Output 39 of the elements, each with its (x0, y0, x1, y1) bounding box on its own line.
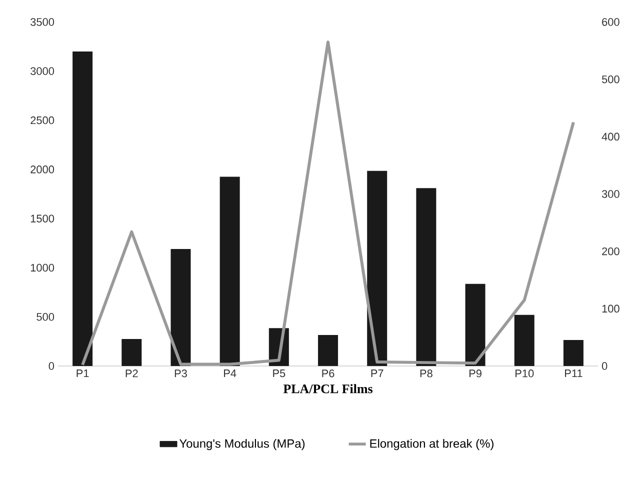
x-axis-title: PLA/PCL Films (283, 384, 372, 394)
y-tick-label: 500 (36, 312, 54, 321)
x-tick-label: P7 (371, 370, 384, 378)
y-tick-label: 1000 (30, 264, 54, 272)
bar (514, 314, 534, 366)
bar (416, 188, 436, 366)
y2-tick-label: 300 (602, 190, 620, 198)
legend-label: Elongation at break (%) (370, 438, 494, 450)
x-tick-label: P6 (322, 370, 334, 378)
y2-tick-label: 0 (602, 362, 608, 370)
y2-tick-label: 400 (602, 132, 620, 141)
y2-tick-label: 200 (602, 247, 620, 256)
bar (465, 284, 486, 366)
x-tick-label: P2 (126, 370, 138, 378)
y-tick-label: 3500 (30, 18, 54, 26)
bar (367, 170, 388, 366)
x-tick-label: P4 (224, 370, 236, 378)
bar (563, 340, 584, 366)
y-tick-label: 1500 (30, 214, 54, 222)
y-tick-label: 2500 (30, 116, 54, 124)
y2-tick-label: 500 (602, 75, 620, 84)
y-tick-label: 0 (48, 362, 54, 370)
bar (318, 335, 338, 366)
bar (220, 176, 240, 366)
x-tick-label: P3 (174, 370, 187, 378)
bar (122, 338, 142, 366)
y-tick-label: 3000 (30, 67, 54, 76)
x-tick-label: P1 (76, 370, 89, 378)
x-tick-label: P11 (565, 370, 582, 378)
x-tick-label: P5 (273, 370, 286, 378)
y2-tick-label: 100 (602, 304, 620, 313)
y2-tick-label: 600 (602, 18, 620, 26)
x-tick-label: P9 (469, 370, 482, 378)
x-tick-label: P10 (516, 370, 534, 378)
bar (72, 51, 93, 366)
y-tick-label: 2000 (30, 166, 54, 174)
x-tick-label: P8 (420, 370, 432, 378)
bar (170, 249, 191, 366)
legend-label: Young's Modulus (MPa) (179, 438, 305, 450)
